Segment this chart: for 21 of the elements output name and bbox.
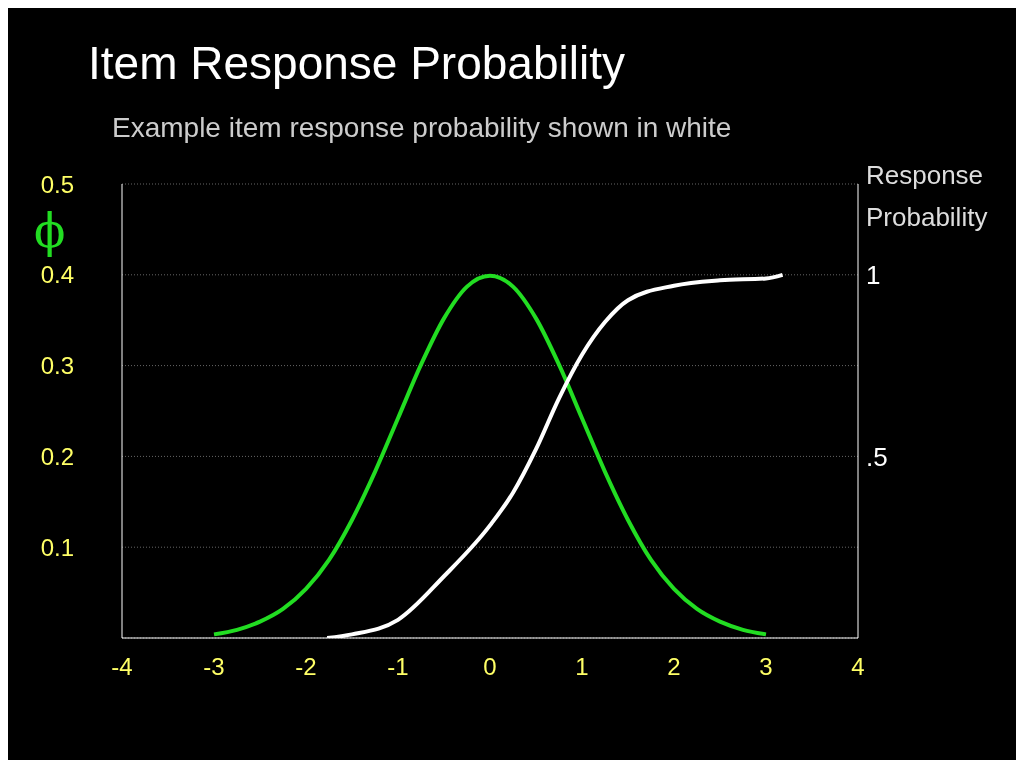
x-tick-label: -1 [387,653,409,681]
x-tick-label: -3 [203,653,225,681]
x-tick-label: -2 [295,653,317,681]
x-tick-label: -4 [111,653,133,681]
y-tick-label: 0.4 [40,261,74,289]
y-tick-label: 0.5 [40,170,74,198]
line-series [212,273,768,637]
y2-axis-title: Response Probability [866,159,989,234]
chart-subtitle: Example item response probability shown in white [112,112,732,144]
y-axis-title: ϕ [34,204,66,258]
y2-tick-label: .5 [866,441,888,472]
y-tick-label: 0.3 [40,352,74,380]
x-tick-label: 0 [483,653,497,681]
chart-title: Item Response Probability [88,36,625,90]
y-tick-label: 0.1 [40,533,74,561]
x-tick-label: 1 [575,653,589,681]
x-tick-label: 2 [667,653,681,681]
y-tick-label: 0.2 [40,442,74,470]
x-tick-label: 3 [759,653,773,681]
y2-tick-label: 1 [866,260,881,291]
x-tick-label: 4 [851,653,865,681]
